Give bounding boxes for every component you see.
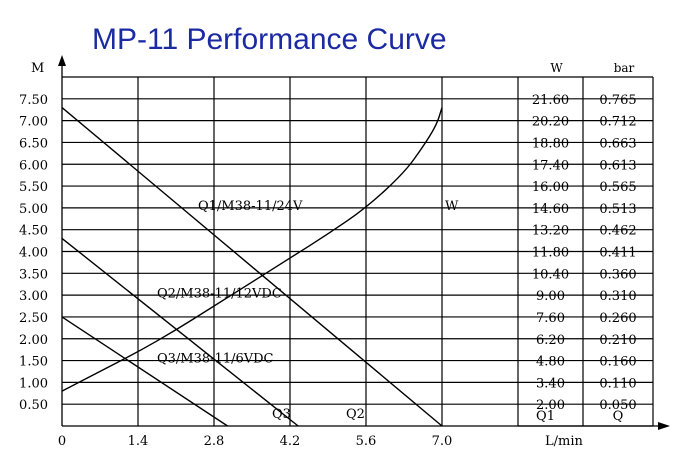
y-tick-labels: M 7.50 7.00 6.50 6.00 5.50 5.00 4.50 4.00 3.50 3.0…: [19, 61, 48, 413]
table-cell-w: 7.60: [536, 311, 565, 326]
y-tick-label: 6.50: [19, 136, 48, 151]
table-cell-w: 17.40: [532, 158, 569, 173]
table-cell-bar: 0.712: [599, 115, 636, 130]
y-tick-label: 7.00: [19, 115, 48, 130]
x-tick-label: 4.2: [280, 434, 301, 449]
table-cell-bar: 0.310: [599, 289, 636, 304]
y-tick-label: 2.00: [19, 333, 48, 348]
y-tick-label: 3.00: [19, 289, 48, 304]
table-cell-bar: 0.110: [599, 376, 636, 391]
x-axis-label: L/min: [545, 434, 583, 449]
table-cell-w: 10.40: [532, 267, 569, 282]
table-cell-bar: 0.613: [599, 158, 636, 173]
table-cell-bar: 0.462: [599, 224, 636, 239]
table-cell-w: 3.40: [536, 376, 565, 391]
x-tick-label: 5.6: [356, 434, 377, 449]
series-label: Q1/M38-11/24V: [198, 199, 303, 214]
y-tick-label: 2.50: [19, 311, 48, 326]
x-tick-labels: 0 1.4 2.8 4.2 5.6 7.0 L/min: [58, 434, 584, 449]
curve-labels: Q1/M38-11/24V Q2/M38-11/12VDC Q3/M38-11/6V…: [157, 199, 459, 422]
table-cell-w: 9.00: [536, 289, 565, 304]
series-label: Q3/M38-11/6VDC: [157, 352, 274, 367]
x-axis-arrow: [658, 422, 670, 430]
table-cell-bar: 0.210: [599, 333, 636, 348]
series-line: [61, 316, 228, 427]
table-cell-bar: 0.663: [599, 136, 636, 151]
table-cell-w: 4.80: [536, 355, 565, 370]
y-tick-label: 0.50: [19, 398, 48, 413]
y-tick-label: 1.00: [19, 376, 48, 391]
y-axis-label: M: [31, 61, 44, 76]
table-cell-bar: 0.565: [599, 180, 636, 195]
y-tick-label: 4.50: [19, 224, 48, 239]
y-tick-label: 5.50: [19, 180, 48, 195]
chart-title: MP-11 Performance Curve: [92, 23, 447, 56]
table-cell-bar: 0.050: [599, 398, 636, 413]
table-cell-bar: 0.160: [599, 355, 636, 370]
table-header-bar: bar: [614, 61, 635, 75]
series-line: [61, 237, 299, 427]
table-cell-w: 18.80: [532, 136, 569, 151]
table-cell-bar: 0.513: [599, 202, 636, 217]
y-tick-label: 7.50: [19, 93, 48, 108]
y-tick-label: 6.00: [19, 158, 48, 173]
y-tick-label: 5.00: [19, 202, 48, 217]
table-cell-w: 13.20: [532, 224, 569, 239]
series-line: [61, 107, 443, 427]
table-cell-bar: 0.765: [599, 93, 636, 108]
end-label: Q3: [272, 407, 291, 422]
y-axis-arrow: [58, 55, 66, 66]
table-cell-w: 11.80: [532, 246, 569, 261]
y-tick-label: 4.00: [19, 246, 48, 261]
chart-grid: [62, 76, 654, 427]
x-tick-label: 1.4: [128, 434, 149, 449]
table-cell-w: 6.20: [536, 333, 565, 348]
curves: [61, 107, 443, 427]
table-footer-q: Q: [613, 409, 624, 424]
y-tick-label: 1.50: [19, 355, 48, 370]
series-label: Q2/M38-11/12VDC: [157, 286, 282, 301]
y-tick-label: 3.50: [19, 267, 48, 282]
table-header-w: W: [550, 61, 563, 75]
table-cell-w: 20.20: [532, 115, 569, 130]
table-cell-bar: 0.260: [599, 311, 636, 326]
table-cell-bar: 0.411: [599, 246, 636, 261]
table-footer-q1: Q1: [536, 409, 555, 424]
x-tick-label: 0: [58, 434, 66, 449]
x-tick-label: 7.0: [432, 434, 453, 449]
end-label: Q2: [346, 407, 365, 422]
series-label: W: [445, 199, 459, 214]
series-line: [61, 107, 443, 392]
table-cell-w: 2.00: [536, 398, 565, 413]
table-cell-w: 16.00: [532, 180, 569, 195]
x-tick-label: 2.8: [204, 434, 225, 449]
chart-axes: [58, 55, 670, 430]
table-cell-w: 14.60: [532, 202, 569, 217]
table-cell-bar: 0.360: [599, 267, 636, 282]
table-cell-w: 21.60: [532, 93, 569, 108]
